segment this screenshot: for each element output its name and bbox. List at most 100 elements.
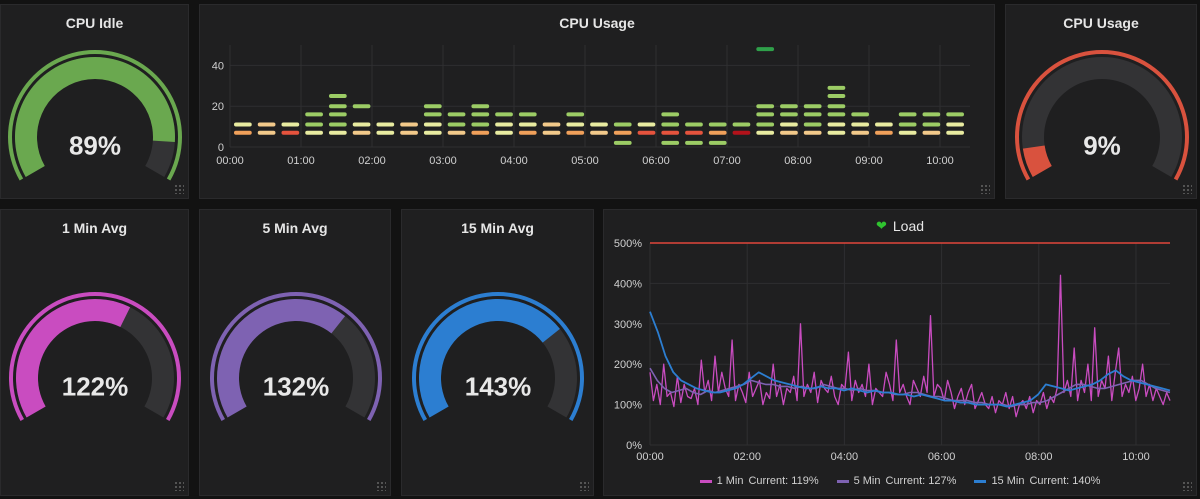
heatmap-cell bbox=[234, 130, 252, 135]
resize-handle-icon[interactable] bbox=[980, 184, 990, 194]
legend-current: Current: 127% bbox=[885, 475, 957, 487]
heatmap-cell bbox=[732, 130, 751, 135]
heatmap-cell bbox=[471, 112, 490, 117]
gauge-value-arc bbox=[15, 57, 175, 177]
heatmap-cell bbox=[922, 112, 941, 117]
heatmap-cell bbox=[803, 104, 822, 109]
resize-handle-icon[interactable] bbox=[174, 184, 184, 194]
legend-item-15min[interactable]: 15 Min Current: 140% bbox=[974, 475, 1100, 487]
load-panel: ❤ Load 0% 100% 200% 300% 400% 500% 00:00 02:00 0… bbox=[603, 209, 1197, 496]
heatmap-cell bbox=[827, 104, 846, 109]
heatmap-cell bbox=[756, 130, 775, 135]
x-tick-label: 02:00 bbox=[733, 451, 761, 463]
gauge-value-text: 9% bbox=[1083, 131, 1121, 161]
resize-handle-icon[interactable] bbox=[579, 481, 589, 491]
heatmap-cell bbox=[447, 130, 466, 135]
resize-handle-icon[interactable] bbox=[376, 481, 386, 491]
cpu-idle-gauge: 89% bbox=[7, 50, 182, 181]
panel-title: 1 Min Avg bbox=[61, 220, 128, 236]
heatmap-cell bbox=[637, 122, 656, 127]
heatmap-cell bbox=[281, 122, 300, 127]
heatmap-cell bbox=[352, 130, 371, 135]
cpu-idle-panel: CPU Idle 89% bbox=[0, 4, 189, 199]
x-tick-label: 10:00 bbox=[926, 155, 954, 167]
heatmap-cell bbox=[447, 122, 466, 127]
x-tick-label: 08:00 bbox=[1025, 451, 1053, 463]
heart-icon: ❤ bbox=[875, 218, 887, 233]
load-title: ❤ Load bbox=[604, 218, 1196, 234]
legend-name: 1 Min bbox=[716, 475, 744, 487]
resize-handle-icon[interactable] bbox=[174, 481, 184, 491]
heatmap-cell bbox=[685, 130, 703, 135]
heatmap-cell bbox=[613, 130, 632, 135]
heatmap-cell bbox=[566, 130, 585, 135]
legend-item-5min[interactable]: 5 Min Current: 127% bbox=[836, 475, 957, 487]
heatmap-cell bbox=[495, 112, 513, 117]
x-tick-label: 06:00 bbox=[928, 451, 956, 463]
x-tick-label: 05:00 bbox=[571, 155, 599, 167]
panel-title: CPU Usage bbox=[1063, 15, 1139, 31]
gauge-value-text: 143% bbox=[465, 372, 532, 402]
legend-item-1min[interactable]: 1 Min Current: 119% bbox=[699, 475, 819, 487]
x-tick-label: 09:00 bbox=[855, 155, 883, 167]
resize-handle-icon[interactable] bbox=[1182, 184, 1192, 194]
heatmap-cell bbox=[756, 104, 775, 109]
heatmap-cell bbox=[566, 122, 585, 127]
load-legend: 1 Min Current: 119% 5 Min Current: 127% … bbox=[604, 475, 1196, 487]
heatmap-cell bbox=[257, 130, 276, 135]
heatmap-cell bbox=[376, 122, 395, 127]
x-tick-label: 00:00 bbox=[636, 451, 664, 463]
heatmap-cell bbox=[495, 130, 513, 135]
heatmap-cell bbox=[518, 112, 537, 117]
heatmap-cell bbox=[946, 112, 964, 117]
heatmap-cell bbox=[495, 122, 513, 127]
panel-title: 5 Min Avg bbox=[262, 220, 328, 236]
heatmap-cell bbox=[613, 140, 632, 145]
heatmap-cell bbox=[352, 122, 371, 127]
gauge-value-arc bbox=[1022, 145, 1052, 177]
heatmap-cell bbox=[708, 140, 727, 145]
heatmap-cell bbox=[328, 94, 347, 98]
heatmap-cell bbox=[827, 122, 846, 127]
gauge-track bbox=[1022, 57, 1182, 177]
heatmap-cell bbox=[732, 122, 751, 127]
heatmap-cell bbox=[423, 112, 442, 117]
heatmap-cell bbox=[685, 122, 703, 127]
panel-title: Load bbox=[892, 218, 925, 234]
heatmap-cell bbox=[946, 130, 964, 135]
heatmap-cell bbox=[708, 122, 727, 127]
min5-avg-gauge: 132% bbox=[210, 292, 382, 421]
heatmap-cell bbox=[827, 112, 846, 117]
heatmap-cell bbox=[875, 122, 893, 127]
heatmap-cell bbox=[542, 130, 561, 135]
heatmap-cell bbox=[328, 104, 347, 109]
x-tick-label: 08:00 bbox=[784, 155, 812, 167]
panel-title: CPU Idle bbox=[65, 15, 124, 31]
heatmap-cell bbox=[898, 130, 917, 135]
heatmap-cell bbox=[566, 112, 585, 117]
heatmap-cell bbox=[851, 112, 870, 117]
y-tick-label: 300% bbox=[614, 319, 642, 331]
heatmap-cell bbox=[518, 130, 537, 135]
heatmap-cell bbox=[305, 130, 323, 135]
heatmap-cell bbox=[803, 122, 822, 127]
legend-name: 15 Min bbox=[991, 475, 1025, 487]
y-tick-label: 0% bbox=[626, 440, 642, 452]
heatmap-cell bbox=[613, 122, 632, 127]
x-tick-label: 04:00 bbox=[500, 155, 528, 167]
heatmap-cell bbox=[827, 130, 846, 135]
heatmap-cell bbox=[471, 122, 490, 127]
x-tick-label: 04:00 bbox=[831, 451, 859, 463]
gauge-value-text: 132% bbox=[263, 372, 330, 402]
cpu-usage-heatmap: 00:00 01:00 02:00 03:00 04:00 05:00 06:00 07:00… bbox=[212, 45, 970, 167]
heatmap-cell bbox=[376, 130, 395, 135]
heatmap-cell bbox=[827, 85, 846, 90]
y-tick-label: 20 bbox=[212, 101, 224, 113]
heatmap-cell bbox=[471, 130, 490, 135]
panel-title: 15 Min Avg bbox=[461, 220, 534, 236]
heatmap-cell bbox=[898, 122, 917, 127]
y-tick-label: 0 bbox=[218, 142, 224, 154]
resize-handle-icon[interactable] bbox=[1182, 481, 1192, 491]
legend-name: 5 Min bbox=[853, 475, 881, 487]
y-tick-label: 40 bbox=[212, 60, 224, 72]
